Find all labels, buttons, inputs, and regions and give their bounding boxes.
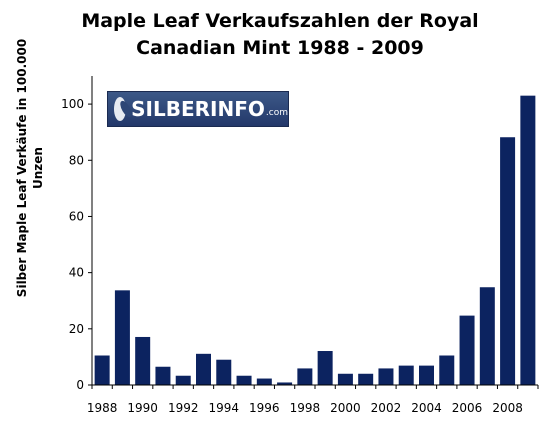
bar-1993 [195,353,212,385]
chart-title-line1: Maple Leaf Verkaufszahlen der Royal [81,10,479,32]
bar-2008 [500,137,516,385]
x-tick-label: 1992 [168,401,199,415]
axes-group: 0 20 40 60 80 100 1988 1990 1992 1994 1996 1998 2000… [61,76,539,415]
bar-2005 [439,355,455,385]
watermark-brand: SILBERINFO [131,97,265,121]
x-tick-label: 2006 [452,401,483,415]
watermark-suffix: .com [265,108,288,118]
y-tick-label: 0 [76,378,84,392]
chart-title-line2: Canadian Mint 1988 - 2009 [136,37,424,59]
y-tick-label: 20 [69,322,84,336]
bar-1998 [297,368,313,385]
bar-2007 [479,287,495,385]
x-tick-label: 1988 [87,401,118,415]
x-tick-label: 1998 [290,401,321,415]
x-tick-label: 2002 [371,401,402,415]
bar-1992 [175,375,191,385]
silberinfo-logo-icon [114,97,127,121]
bar-2004 [418,365,435,385]
bar-2009 [520,95,536,385]
x-tick-label: 1994 [208,401,239,415]
x-tick-label: 1996 [249,401,280,415]
bar-1991 [155,366,171,385]
bar-2006 [459,315,475,385]
bar-1997 [277,382,293,385]
bar-1989 [114,290,130,385]
y-tick-label: 40 [69,266,84,280]
y-tick-label: 80 [69,153,84,167]
bar-1999 [317,351,333,385]
bar-2000 [337,373,353,385]
x-tick-label: 1990 [127,401,158,415]
x-tick-label: 2004 [411,401,442,415]
silberinfo-watermark: SILBERINFO .com [107,91,289,127]
x-tick-label: 2000 [330,401,361,415]
bar-2001 [358,373,374,385]
bar-1990 [135,336,151,385]
bar-1995 [236,375,252,385]
bar-2002 [378,368,394,385]
y-tick-label: 100 [61,97,84,111]
chart-title: Maple Leaf Verkaufszahlen der Royal Cana… [60,8,500,62]
bar-2003 [398,365,414,385]
bar-1996 [256,378,272,385]
y-tick-label: 60 [69,209,84,223]
bar-1994 [216,359,232,385]
bars-group [94,95,536,385]
x-tick-label: 2008 [492,401,523,415]
bar-1988 [94,355,110,385]
